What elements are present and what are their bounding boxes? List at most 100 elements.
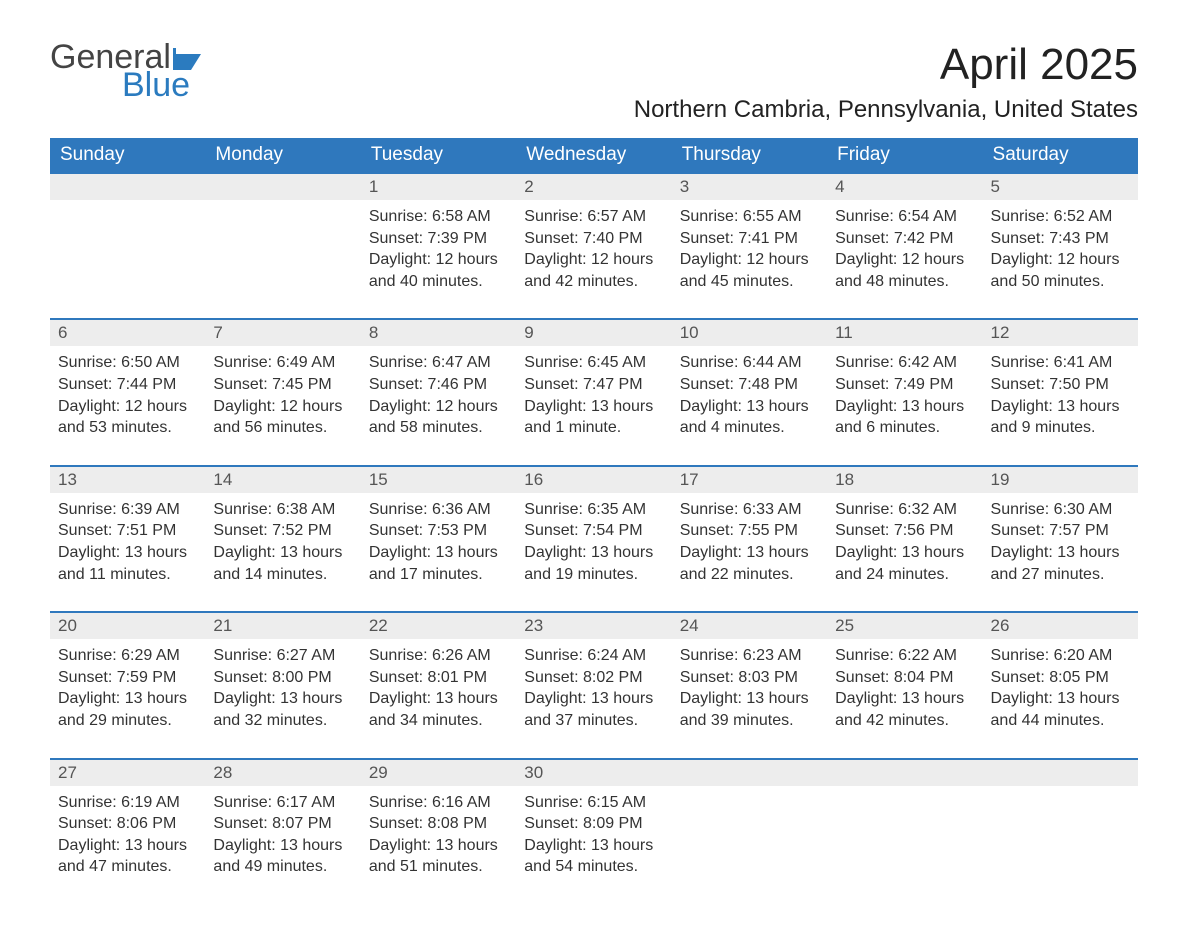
day-body: Sunrise: 6:17 AMSunset: 8:07 PMDaylight:… xyxy=(205,786,360,904)
day-body: Sunrise: 6:54 AMSunset: 7:42 PMDaylight:… xyxy=(827,200,982,318)
daylight-text: Daylight: 12 hours and 45 minutes. xyxy=(680,249,819,292)
calendar-day-cell: 30Sunrise: 6:15 AMSunset: 8:09 PMDayligh… xyxy=(516,759,671,904)
sunset-text: Sunset: 7:57 PM xyxy=(991,520,1130,542)
day-number: 9 xyxy=(516,320,671,346)
day-number: 7 xyxy=(205,320,360,346)
sunset-text: Sunset: 7:46 PM xyxy=(369,374,508,396)
day-body xyxy=(205,200,360,290)
sunrise-text: Sunrise: 6:32 AM xyxy=(835,499,974,521)
sunrise-text: Sunrise: 6:24 AM xyxy=(524,645,663,667)
sunset-text: Sunset: 7:54 PM xyxy=(524,520,663,542)
sunset-text: Sunset: 7:56 PM xyxy=(835,520,974,542)
daylight-text: Daylight: 13 hours and 37 minutes. xyxy=(524,688,663,731)
day-body: Sunrise: 6:23 AMSunset: 8:03 PMDaylight:… xyxy=(672,639,827,757)
day-number: 6 xyxy=(50,320,205,346)
col-friday: Friday xyxy=(827,138,982,173)
day-number: 20 xyxy=(50,613,205,639)
daylight-text: Daylight: 13 hours and 29 minutes. xyxy=(58,688,197,731)
sunrise-text: Sunrise: 6:35 AM xyxy=(524,499,663,521)
sunset-text: Sunset: 8:03 PM xyxy=(680,667,819,689)
sunrise-text: Sunrise: 6:17 AM xyxy=(213,792,352,814)
logo-word-2: Blue xyxy=(122,68,207,102)
daylight-text: Daylight: 13 hours and 24 minutes. xyxy=(835,542,974,585)
day-number: 8 xyxy=(361,320,516,346)
day-number: 30 xyxy=(516,760,671,786)
weekday-header-row: Sunday Monday Tuesday Wednesday Thursday… xyxy=(50,138,1138,173)
calendar-day-cell: 10Sunrise: 6:44 AMSunset: 7:48 PMDayligh… xyxy=(672,319,827,465)
calendar-day-cell: 12Sunrise: 6:41 AMSunset: 7:50 PMDayligh… xyxy=(983,319,1138,465)
day-body: Sunrise: 6:22 AMSunset: 8:04 PMDaylight:… xyxy=(827,639,982,757)
daylight-text: Daylight: 13 hours and 51 minutes. xyxy=(369,835,508,878)
day-body: Sunrise: 6:49 AMSunset: 7:45 PMDaylight:… xyxy=(205,346,360,464)
day-number: 14 xyxy=(205,467,360,493)
daylight-text: Daylight: 12 hours and 53 minutes. xyxy=(58,396,197,439)
sunset-text: Sunset: 8:06 PM xyxy=(58,813,197,835)
calendar-week-row: 13Sunrise: 6:39 AMSunset: 7:51 PMDayligh… xyxy=(50,466,1138,612)
day-body xyxy=(672,786,827,876)
day-body: Sunrise: 6:32 AMSunset: 7:56 PMDaylight:… xyxy=(827,493,982,611)
calendar-day-cell: 9Sunrise: 6:45 AMSunset: 7:47 PMDaylight… xyxy=(516,319,671,465)
sunset-text: Sunset: 8:08 PM xyxy=(369,813,508,835)
day-body: Sunrise: 6:26 AMSunset: 8:01 PMDaylight:… xyxy=(361,639,516,757)
day-number: 23 xyxy=(516,613,671,639)
sunrise-text: Sunrise: 6:58 AM xyxy=(369,206,508,228)
sunset-text: Sunset: 7:40 PM xyxy=(524,228,663,250)
day-number: 11 xyxy=(827,320,982,346)
sunrise-text: Sunrise: 6:26 AM xyxy=(369,645,508,667)
day-body xyxy=(50,200,205,290)
daylight-text: Daylight: 13 hours and 32 minutes. xyxy=(213,688,352,731)
sunset-text: Sunset: 7:39 PM xyxy=(369,228,508,250)
sunrise-text: Sunrise: 6:27 AM xyxy=(213,645,352,667)
daylight-text: Daylight: 13 hours and 11 minutes. xyxy=(58,542,197,585)
calendar-day-cell: 22Sunrise: 6:26 AMSunset: 8:01 PMDayligh… xyxy=(361,612,516,758)
logo: General Blue xyxy=(50,40,207,102)
calendar-week-row: 1 Sunrise: 6:58 AMSunset: 7:39 PM Daylight… xyxy=(50,173,1138,319)
calendar-day-cell: 25Sunrise: 6:22 AMSunset: 8:04 PMDayligh… xyxy=(827,612,982,758)
calendar-day-cell: 16Sunrise: 6:35 AMSunset: 7:54 PMDayligh… xyxy=(516,466,671,612)
daylight-text: Daylight: 13 hours and 49 minutes. xyxy=(213,835,352,878)
sunset-text: Sunset: 8:00 PM xyxy=(213,667,352,689)
day-body xyxy=(983,786,1138,876)
sunset-text: Sunset: 7:45 PM xyxy=(213,374,352,396)
calendar-day-cell: 27Sunrise: 6:19 AMSunset: 8:06 PMDayligh… xyxy=(50,759,205,904)
day-number: 12 xyxy=(983,320,1138,346)
sunrise-text: Sunrise: 6:16 AM xyxy=(369,792,508,814)
calendar-day-cell: 24Sunrise: 6:23 AMSunset: 8:03 PMDayligh… xyxy=(672,612,827,758)
calendar-day-cell: 11Sunrise: 6:42 AMSunset: 7:49 PMDayligh… xyxy=(827,319,982,465)
sunrise-text: Sunrise: 6:45 AM xyxy=(524,352,663,374)
sunrise-text: Sunrise: 6:15 AM xyxy=(524,792,663,814)
calendar-day-cell: 8Sunrise: 6:47 AMSunset: 7:46 PMDaylight… xyxy=(361,319,516,465)
calendar-day-cell xyxy=(50,173,205,319)
sunset-text: Sunset: 7:59 PM xyxy=(58,667,197,689)
sunset-text: Sunset: 8:05 PM xyxy=(991,667,1130,689)
day-body: Sunrise: 6:57 AMSunset: 7:40 PMDaylight:… xyxy=(516,200,671,318)
sunset-text: Sunset: 8:07 PM xyxy=(213,813,352,835)
sunrise-text: Sunrise: 6:39 AM xyxy=(58,499,197,521)
daylight-text: Daylight: 12 hours and 48 minutes. xyxy=(835,249,974,292)
sunset-text: Sunset: 7:51 PM xyxy=(58,520,197,542)
day-body: Sunrise: 6:47 AMSunset: 7:46 PMDaylight:… xyxy=(361,346,516,464)
calendar-day-cell xyxy=(827,759,982,904)
day-number: 13 xyxy=(50,467,205,493)
sunset-text: Sunset: 8:02 PM xyxy=(524,667,663,689)
location-label: Northern Cambria, Pennsylvania, United S… xyxy=(634,96,1138,124)
day-number: 2 xyxy=(516,174,671,200)
day-body: Sunrise: 6:39 AMSunset: 7:51 PMDaylight:… xyxy=(50,493,205,611)
day-number: 5 xyxy=(983,174,1138,200)
daylight-text: Daylight: 13 hours and 39 minutes. xyxy=(680,688,819,731)
calendar-day-cell: 2Sunrise: 6:57 AMSunset: 7:40 PMDaylight… xyxy=(516,173,671,319)
day-number: 15 xyxy=(361,467,516,493)
day-number: 16 xyxy=(516,467,671,493)
calendar-day-cell: 19Sunrise: 6:30 AMSunset: 7:57 PMDayligh… xyxy=(983,466,1138,612)
daylight-text: Daylight: 13 hours and 34 minutes. xyxy=(369,688,508,731)
calendar-table: Sunday Monday Tuesday Wednesday Thursday… xyxy=(50,138,1138,904)
col-sunday: Sunday xyxy=(50,138,205,173)
day-body: Sunrise: 6:19 AMSunset: 8:06 PMDaylight:… xyxy=(50,786,205,904)
day-body: Sunrise: 6:36 AMSunset: 7:53 PMDaylight:… xyxy=(361,493,516,611)
daylight-text: Daylight: 12 hours and 58 minutes. xyxy=(369,396,508,439)
sunrise-text: Sunrise: 6:19 AM xyxy=(58,792,197,814)
day-number: 1 xyxy=(361,174,516,200)
daylight-text: Daylight: 13 hours and 17 minutes. xyxy=(369,542,508,585)
day-number xyxy=(672,760,827,786)
col-tuesday: Tuesday xyxy=(361,138,516,173)
